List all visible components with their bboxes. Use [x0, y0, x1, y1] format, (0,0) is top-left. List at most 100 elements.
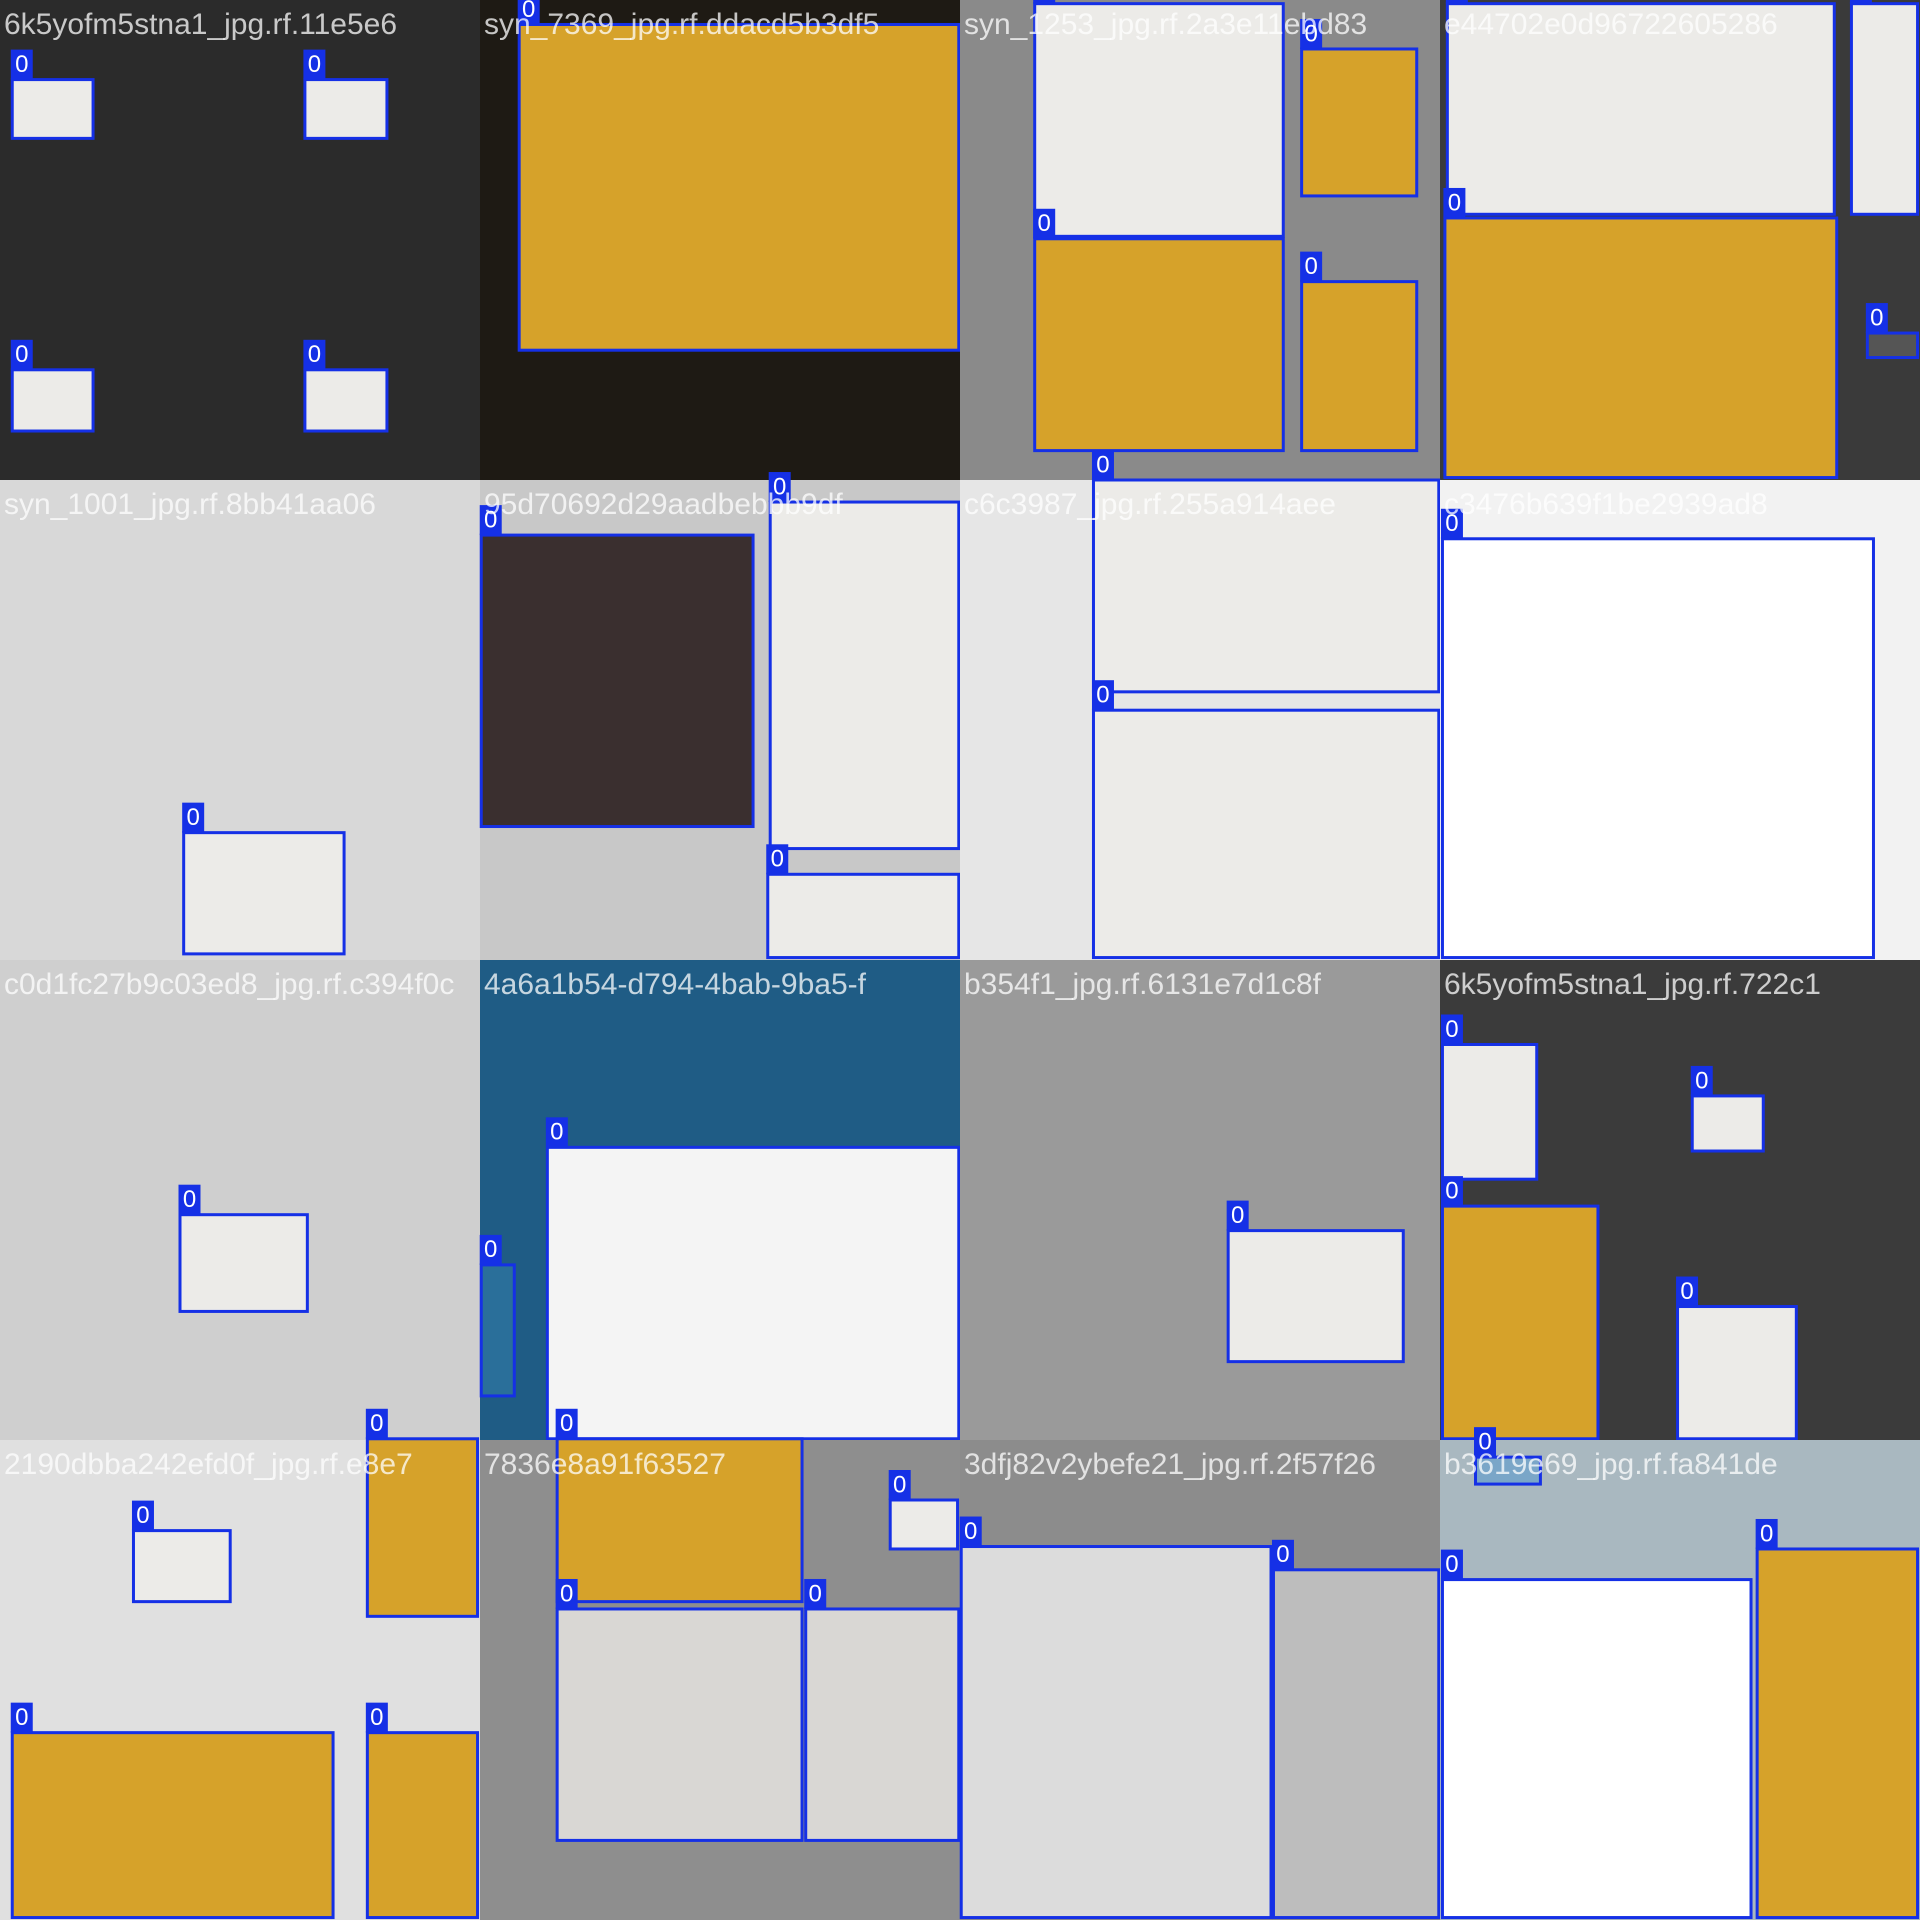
plate [1301, 281, 1417, 451]
label-background [10, 1702, 33, 1733]
plate [767, 874, 959, 958]
filename: 95d70692d29aadbebbb9df [484, 488, 843, 521]
box-label: 0 [1445, 510, 1458, 537]
plate [1677, 1306, 1797, 1439]
box-label: 0 [550, 1119, 563, 1146]
bounding-box [1755, 1547, 1920, 1920]
plate [1093, 710, 1439, 958]
label-background [182, 802, 205, 833]
label-background [1440, 1176, 1463, 1207]
box-label: 0 [522, 0, 535, 23]
plate [890, 1500, 958, 1549]
plate [557, 1608, 803, 1841]
box-label: 0 [1038, 210, 1051, 237]
label-background [365, 1702, 388, 1733]
plate [1273, 1569, 1439, 1918]
label-background [959, 1516, 982, 1547]
label-background [1033, 208, 1056, 239]
box-label: 0 [15, 1704, 28, 1731]
bounding-box [959, 1545, 1273, 1920]
plate [961, 1546, 1272, 1918]
box-label: 0 [1096, 451, 1109, 478]
tile: 0 0 0 0 [960, 0, 1440, 480]
label-background [131, 1500, 154, 1531]
tile: 0 [480, 0, 961, 480]
bounding-box [10, 1731, 335, 1920]
tile: 0 0 0 [1440, 1427, 1920, 1920]
plate [12, 1732, 334, 1918]
plate [1301, 48, 1417, 196]
label-background [1091, 450, 1114, 480]
bounding-box [303, 78, 389, 140]
bounding-box [1474, 1455, 1542, 1486]
label-background [1091, 680, 1114, 711]
label-background [10, 49, 33, 80]
box-label: 0 [370, 1704, 383, 1731]
bounding-box [1091, 708, 1441, 960]
tile: 0 0 0 0 [0, 0, 480, 480]
label-background [804, 1578, 827, 1609]
bounding-box [1676, 1305, 1798, 1441]
bounding-box [888, 1498, 960, 1551]
label-background [1440, 508, 1463, 539]
bounding-box [1849, 2, 1920, 216]
box-label: 0 [15, 51, 28, 78]
plate [1442, 1206, 1598, 1439]
box-label: 0 [1854, 0, 1867, 2]
box-label: 0 [964, 1518, 977, 1545]
label-background [545, 1117, 568, 1148]
label-background [1440, 1549, 1463, 1580]
tile: 0 0 0 0 [1440, 0, 1920, 480]
tile: 0 0 0 [479, 472, 961, 960]
tile-image [0, 960, 480, 1440]
tile: 0 0 0 0 [0, 1408, 480, 1920]
plate [304, 369, 387, 432]
tile-image [960, 960, 1440, 1440]
plate [1851, 3, 1918, 215]
filename: c3476b639f1be2939ad8 [1444, 488, 1768, 521]
plate [1475, 1457, 1541, 1485]
bounding-box [1440, 1042, 1539, 1181]
bounding-box [10, 78, 95, 140]
bounding-box [555, 1607, 804, 1842]
plate [304, 79, 387, 139]
plate [547, 1147, 959, 1439]
tile: 0 [1440, 480, 1920, 960]
box-label: 0 [771, 846, 784, 873]
plate [770, 502, 959, 849]
label-background [1226, 1200, 1249, 1231]
bounding-box [555, 1437, 804, 1604]
label-background [1271, 1539, 1294, 1570]
label-background [888, 1470, 911, 1500]
label-background [1474, 1427, 1497, 1458]
bounding-box [517, 22, 961, 352]
filename: c6c3987_jpg.rf.255a914aee [964, 488, 1336, 521]
filename: 7836e8a91f63527 [484, 1448, 726, 1481]
tile: 00 [479, 960, 961, 1441]
bounding-box [1440, 1578, 1753, 1920]
label-background [303, 339, 326, 370]
label-background [479, 505, 502, 536]
label-background [1445, 0, 1468, 4]
box-label: 0 [773, 473, 786, 500]
box-label: 0 [1870, 304, 1883, 331]
bounding-box [365, 1437, 480, 1618]
label-background [303, 49, 326, 80]
plate [519, 24, 959, 351]
filename: syn_7369_jpg.rf.ddacd5b3df5 [484, 8, 879, 41]
bounding-box [131, 1529, 232, 1604]
box-label: 0 [186, 804, 199, 831]
label-background [1033, 0, 1056, 4]
plate [481, 535, 754, 827]
filename: 3dfj82v2ybefe21_jpg.rf.2f57f26 [964, 1448, 1376, 1481]
plate [367, 1438, 478, 1617]
bounding-box [365, 1731, 480, 1920]
plate [1442, 538, 1874, 958]
bounding-box [1091, 478, 1441, 694]
label-background [1300, 251, 1323, 282]
plate [557, 1438, 803, 1602]
box-label: 0 [1760, 1520, 1773, 1547]
box-label: 0 [1445, 1016, 1458, 1043]
label-background [10, 339, 33, 370]
